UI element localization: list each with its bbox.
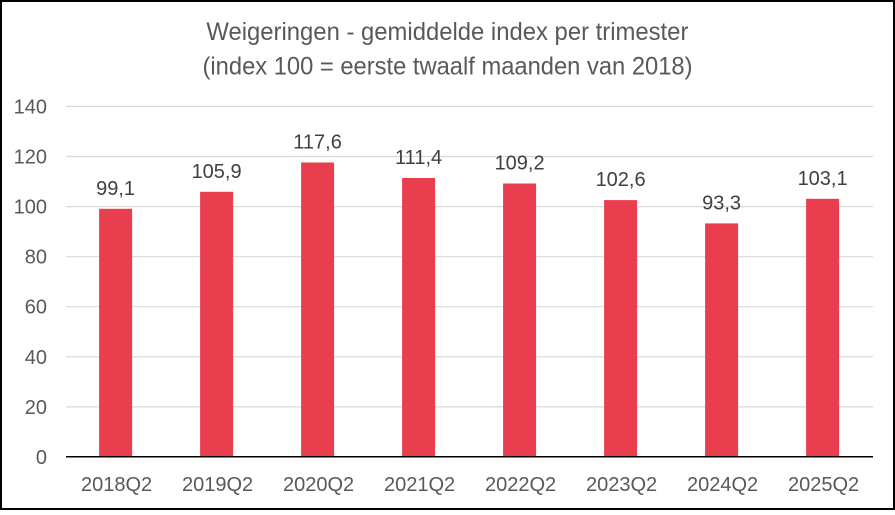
svg-text:2019Q2: 2019Q2 [182, 474, 253, 496]
svg-text:(index 100 = eerste twaalf maa: (index 100 = eerste twaalf maanden van 2… [203, 53, 693, 81]
svg-text:2018Q2: 2018Q2 [81, 474, 152, 496]
svg-text:102,6: 102,6 [596, 169, 646, 191]
svg-text:117,6: 117,6 [293, 132, 342, 154]
svg-text:2022Q2: 2022Q2 [485, 474, 556, 496]
svg-text:103,1: 103,1 [798, 168, 848, 190]
svg-text:2020Q2: 2020Q2 [283, 474, 354, 496]
svg-text:109,2: 109,2 [495, 153, 545, 175]
svg-text:2023Q2: 2023Q2 [586, 474, 657, 496]
svg-text:40: 40 [25, 347, 47, 369]
svg-text:111,4: 111,4 [395, 147, 442, 169]
svg-text:60: 60 [25, 297, 47, 319]
svg-text:0: 0 [36, 447, 47, 469]
svg-text:93,3: 93,3 [702, 192, 741, 214]
svg-text:2021Q2: 2021Q2 [384, 474, 455, 496]
svg-text:100: 100 [14, 197, 47, 219]
svg-text:140: 140 [14, 96, 47, 118]
svg-text:2025Q2: 2025Q2 [788, 474, 859, 496]
svg-text:Weigeringen - gemiddelde index: Weigeringen - gemiddelde index per trime… [206, 18, 688, 46]
svg-text:105,9: 105,9 [192, 161, 242, 183]
svg-text:20: 20 [25, 397, 47, 419]
svg-text:120: 120 [14, 147, 47, 169]
svg-text:2024Q2: 2024Q2 [687, 474, 758, 496]
svg-text:80: 80 [25, 247, 47, 269]
svg-text:99,1: 99,1 [96, 178, 135, 200]
